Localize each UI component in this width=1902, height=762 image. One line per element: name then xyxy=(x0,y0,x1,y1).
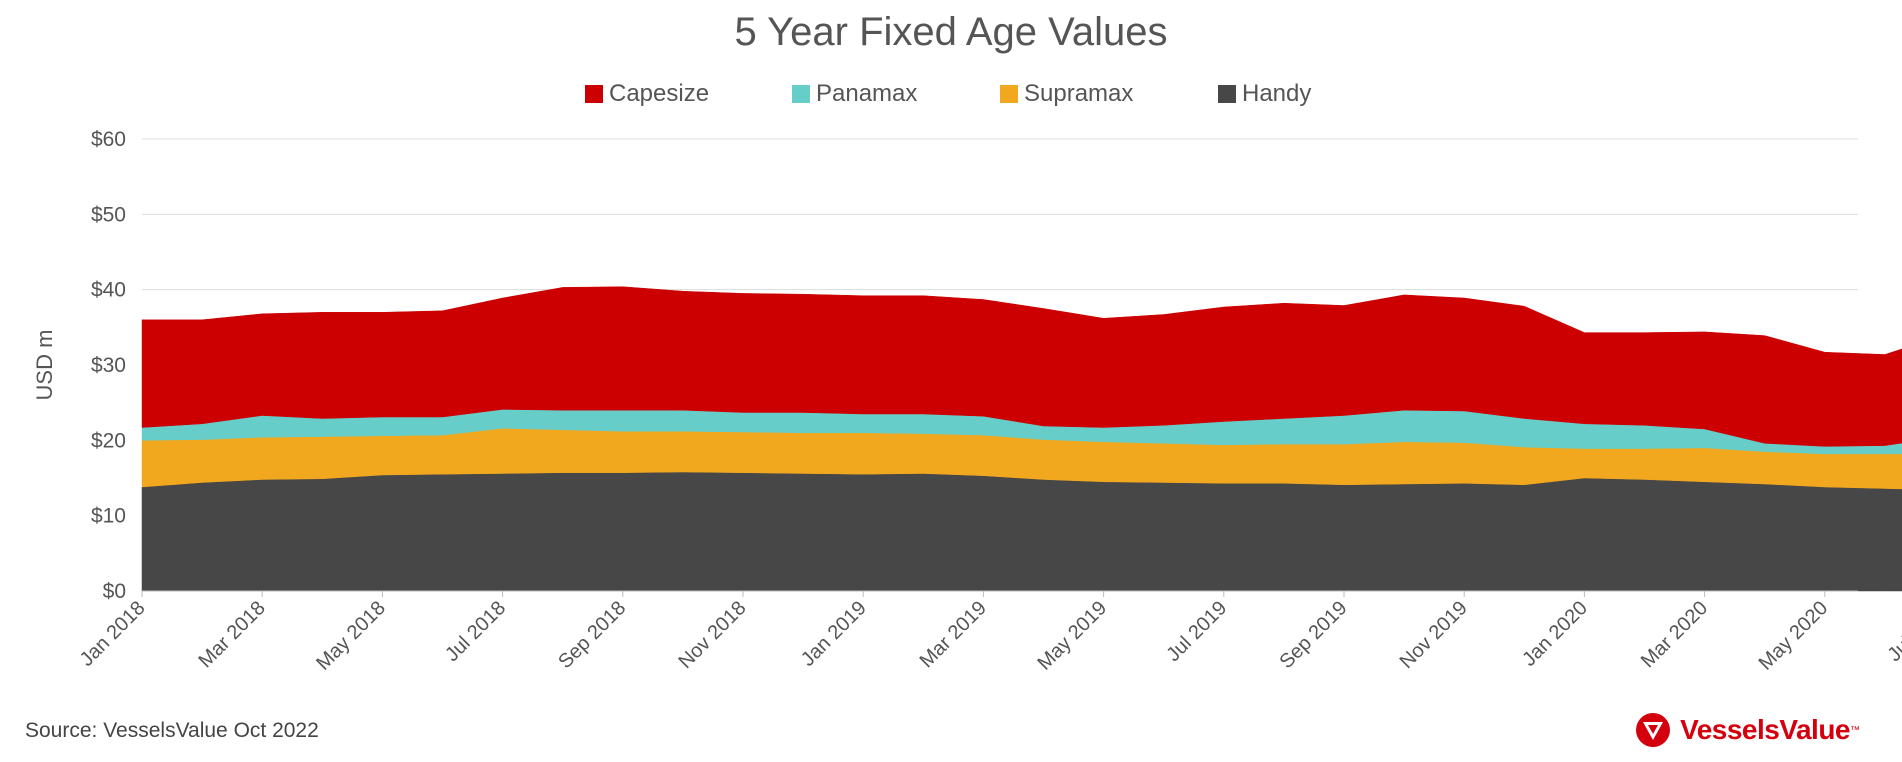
legend-swatch-handy xyxy=(1218,85,1236,103)
y-axis-label: USD m xyxy=(32,330,57,401)
y-tick-label: $30 xyxy=(91,354,126,377)
x-tick-label: May 2019 xyxy=(1033,597,1111,675)
brand-name: VesselsValue xyxy=(1680,714,1850,745)
x-tick-label: Jan 2020 xyxy=(1518,597,1592,671)
x-tick-label: Mar 2018 xyxy=(194,597,269,672)
x-tick-label: Sep 2019 xyxy=(1275,597,1351,673)
legend-item-supramax[interactable]: Supramax xyxy=(1000,80,1133,108)
y-tick-label: $10 xyxy=(91,505,126,528)
x-tick-label: Mar 2020 xyxy=(1637,597,1712,672)
x-tick-label: Jan 2018 xyxy=(76,597,150,671)
brand-logo-icon xyxy=(1636,713,1671,747)
y-tick-label: $60 xyxy=(91,128,126,151)
legend-label-panamax: Panamax xyxy=(816,80,918,107)
y-tick-label: $0 xyxy=(103,580,126,603)
x-tick-label: May 2018 xyxy=(312,597,390,675)
legend-swatch-capesize xyxy=(585,85,603,103)
x-tick-label: Nov 2018 xyxy=(674,597,750,673)
x-tick-label: Jan 2019 xyxy=(797,597,871,671)
legend-item-panamax[interactable]: Panamax xyxy=(792,80,917,108)
legend-label-capesize: Capesize xyxy=(609,80,710,107)
x-tick-label: Nov 2019 xyxy=(1396,597,1472,673)
x-tick-label: Sep 2018 xyxy=(554,597,630,673)
y-tick-label: $20 xyxy=(91,429,126,452)
y-tick-label: $50 xyxy=(91,203,126,226)
brand-logo: VesselsValue ™ xyxy=(1634,712,1860,748)
legend-label-handy: Handy xyxy=(1242,80,1312,107)
x-tick-label: Jul 2020 xyxy=(1884,597,1902,666)
x-tick-label: Jul 2019 xyxy=(1162,597,1231,666)
area-series-capesize xyxy=(141,286,1902,447)
legend-swatch-supramax xyxy=(1000,85,1018,103)
chart-title: 5 Year Fixed Age Values xyxy=(734,10,1168,54)
x-tick-label: Jul 2018 xyxy=(441,597,510,666)
x-tick-label: Mar 2019 xyxy=(916,597,991,672)
x-tick-label: May 2020 xyxy=(1755,597,1833,675)
legend-swatch-panamax xyxy=(792,85,810,103)
brand-trademark: ™ xyxy=(1850,724,1860,736)
chart-legend: Capesize Panamax Supramax Handy xyxy=(0,80,1902,110)
y-tick-label: $40 xyxy=(91,279,126,302)
legend-item-handy[interactable]: Handy xyxy=(1218,80,1311,108)
legend-label-supramax: Supramax xyxy=(1024,80,1134,107)
source-note: Source: VesselsValue Oct 2022 xyxy=(25,719,319,742)
legend-item-capesize[interactable]: Capesize xyxy=(585,80,709,108)
